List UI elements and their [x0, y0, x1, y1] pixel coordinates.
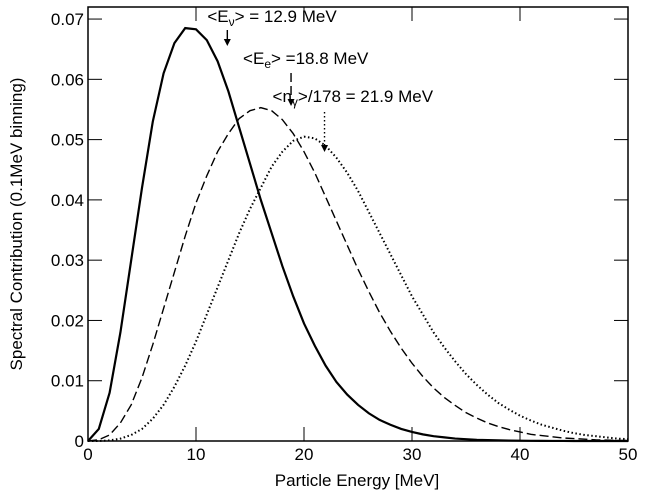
y-axis-label: Spectral Contribution (0.1MeV binning) [7, 78, 26, 371]
y-tick-label: 0.06 [51, 70, 84, 89]
annotation-lead: <E [207, 7, 228, 26]
series-line [87, 106, 629, 442]
arrow-head [321, 145, 329, 152]
series-line [88, 135, 629, 442]
annotation-lead: <E [243, 49, 264, 68]
y-tick-label: 0.05 [51, 131, 84, 150]
annotation-mid: >/178 = [298, 87, 360, 106]
x-axis-label: Particle Energy [MeV] [275, 471, 439, 490]
x-tick-label: 0 [83, 445, 92, 464]
annotation: <Ee> =18.8 MeV [243, 49, 369, 71]
annotation: <nγ>/178 = 21.9 MeV [273, 87, 434, 109]
y-tick-label: 0 [75, 432, 84, 451]
arrow-head [223, 39, 231, 46]
annotation-sub: ν [229, 15, 235, 29]
x-tick-label: 20 [295, 445, 314, 464]
annotation-value: 21.9 [360, 87, 393, 106]
plot-frame [87, 6, 629, 442]
annotation-mid: > = [235, 7, 264, 26]
x-tick-label: 10 [187, 445, 206, 464]
y-tick-label: 0.01 [51, 372, 84, 391]
annotation-sub: e [264, 57, 271, 71]
annotation-sub: γ [292, 95, 298, 109]
y-tick-label: 0.04 [51, 191, 84, 210]
annotation: <Eν> = 12.9 MeV [207, 7, 337, 29]
annotation-value: 18.8 [296, 49, 329, 68]
x-tick-label: 30 [403, 445, 422, 464]
annotation-unit: MeV [393, 87, 433, 106]
y-tick-label: 0.03 [51, 251, 84, 270]
x-tick-label: 50 [619, 445, 638, 464]
x-tick-label: 40 [511, 445, 530, 464]
annotation-unit: MeV [297, 7, 337, 26]
arrow-head [287, 99, 295, 106]
annotation-unit: MeV [329, 49, 369, 68]
y-tick-label: 0.07 [51, 10, 84, 29]
annotation-lead: <n [273, 87, 292, 106]
annotation-value: 12.9 [264, 7, 297, 26]
y-tick-label: 0.02 [51, 311, 84, 330]
annotation-mid: > = [271, 49, 296, 68]
